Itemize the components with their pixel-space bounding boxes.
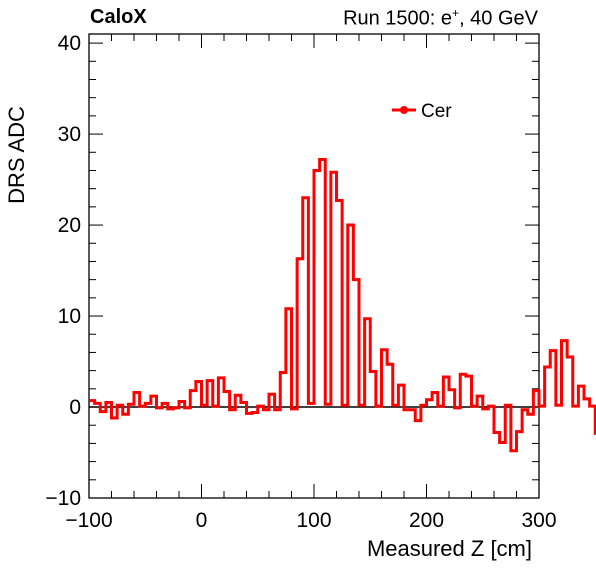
y-tick-label: −10 (45, 487, 81, 510)
y-axis-label: DRS ADC (4, 106, 29, 204)
legend-label-cer: Cer (421, 101, 452, 122)
run-charge-sup: + (452, 6, 460, 20)
legend-marker-cer (400, 106, 408, 114)
axis-ticks (88, 34, 540, 499)
x-tick-label: −100 (65, 509, 112, 532)
x-tick-label: 300 (521, 509, 556, 532)
y-tick-label: 10 (58, 305, 81, 328)
y-tick-label: 30 (58, 123, 81, 146)
run-suffix: , 40 GeV (459, 7, 538, 30)
brand-label: CaloX (90, 6, 147, 28)
legend: Cer (392, 101, 452, 122)
y-tick-label: 0 (69, 396, 81, 419)
cer-histogram-line (89, 158, 596, 453)
x-axis-label: Measured Z [cm] (367, 536, 532, 561)
x-tick-label: 0 (196, 509, 208, 532)
run-prefix: Run 1500: e (343, 7, 453, 30)
y-tick-label: 20 (58, 214, 81, 237)
x-tick-label: 100 (296, 509, 331, 532)
y-tick-label: 40 (58, 32, 81, 55)
run-info-label: Run 1500: e+, 40 GeV (343, 6, 538, 31)
x-tick-label: 200 (409, 509, 444, 532)
